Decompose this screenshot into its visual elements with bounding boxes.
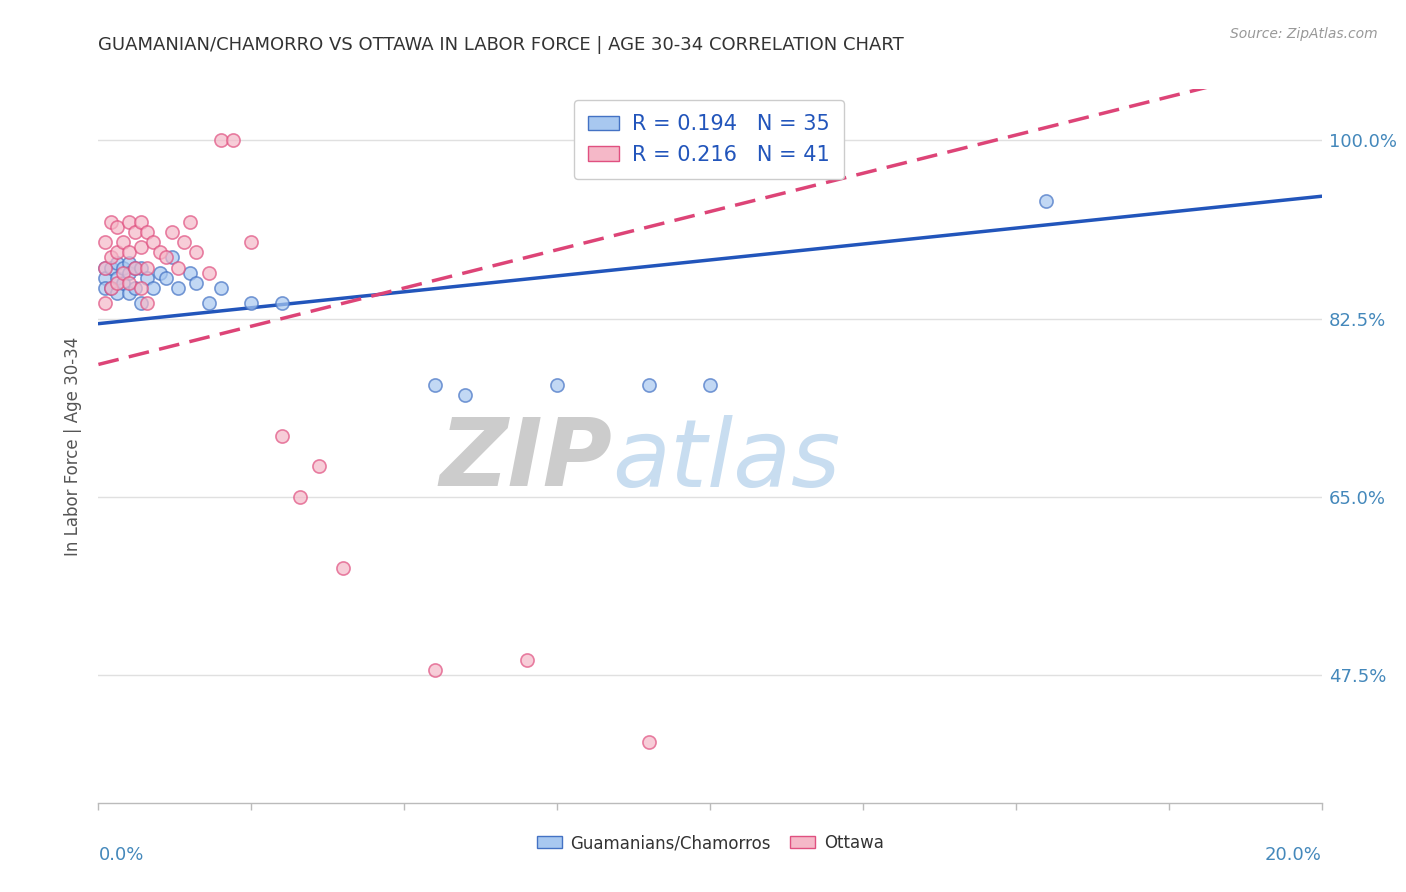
Point	[124, 281, 146, 295]
Point	[124, 260, 146, 275]
Point	[516, 653, 538, 667]
Point	[332, 561, 354, 575]
Point	[136, 225, 159, 239]
Point	[129, 281, 152, 295]
Point	[197, 266, 219, 280]
Point	[160, 251, 183, 265]
Text: GUAMANIAN/CHAMORRO VS OTTAWA IN LABOR FORCE | AGE 30-34 CORRELATION CHART: GUAMANIAN/CHAMORRO VS OTTAWA IN LABOR FO…	[98, 36, 904, 54]
Point	[93, 270, 115, 285]
Point	[546, 377, 568, 392]
Point	[105, 255, 128, 269]
Point	[93, 235, 115, 249]
Point	[222, 133, 245, 147]
Point	[100, 260, 122, 275]
Point	[179, 266, 201, 280]
Point	[454, 388, 477, 402]
Point	[173, 235, 195, 249]
Text: 0.0%: 0.0%	[98, 846, 143, 863]
Point	[100, 251, 122, 265]
Point	[423, 663, 446, 677]
Point	[637, 734, 661, 748]
Y-axis label: In Labor Force | Age 30-34: In Labor Force | Age 30-34	[65, 336, 83, 556]
Point	[100, 281, 122, 295]
Point	[129, 240, 152, 254]
Text: Source: ZipAtlas.com: Source: ZipAtlas.com	[1230, 27, 1378, 41]
Point	[142, 281, 165, 295]
Point	[167, 281, 190, 295]
Point	[118, 215, 141, 229]
Point	[129, 215, 152, 229]
Point	[136, 296, 159, 310]
Point	[111, 260, 134, 275]
Legend: Guamanians/Chamorros, Ottawa: Guamanians/Chamorros, Ottawa	[530, 828, 890, 859]
Point	[105, 219, 128, 234]
Point	[209, 133, 232, 147]
Text: ZIP: ZIP	[439, 414, 612, 507]
Point	[155, 251, 177, 265]
Point	[167, 260, 190, 275]
Point	[136, 260, 159, 275]
Point	[270, 296, 292, 310]
Point	[308, 459, 330, 474]
Point	[105, 286, 128, 301]
Point	[118, 266, 141, 280]
Point	[100, 215, 122, 229]
Point	[1035, 194, 1057, 209]
Point	[423, 377, 446, 392]
Point	[290, 490, 312, 504]
Point	[111, 276, 134, 290]
Point	[105, 245, 128, 260]
Point	[124, 260, 146, 275]
Point	[270, 429, 292, 443]
Point	[160, 225, 183, 239]
Text: atlas: atlas	[612, 415, 841, 506]
Point	[118, 286, 141, 301]
Point	[186, 276, 208, 290]
Point	[93, 260, 115, 275]
Point	[197, 296, 219, 310]
Point	[100, 281, 122, 295]
Point	[111, 266, 134, 280]
Point	[637, 377, 661, 392]
Point	[149, 245, 172, 260]
Point	[93, 296, 115, 310]
Point	[124, 225, 146, 239]
Point	[105, 276, 128, 290]
Text: 20.0%: 20.0%	[1265, 846, 1322, 863]
Point	[142, 235, 165, 249]
Point	[240, 296, 263, 310]
Point	[105, 270, 128, 285]
Point	[93, 281, 115, 295]
Point	[155, 270, 177, 285]
Point	[118, 276, 141, 290]
Point	[186, 245, 208, 260]
Point	[129, 296, 152, 310]
Point	[93, 260, 115, 275]
Point	[129, 260, 152, 275]
Point	[240, 235, 263, 249]
Point	[111, 235, 134, 249]
Point	[149, 266, 172, 280]
Point	[179, 215, 201, 229]
Point	[209, 281, 232, 295]
Point	[699, 377, 721, 392]
Point	[136, 270, 159, 285]
Point	[118, 255, 141, 269]
Point	[118, 245, 141, 260]
